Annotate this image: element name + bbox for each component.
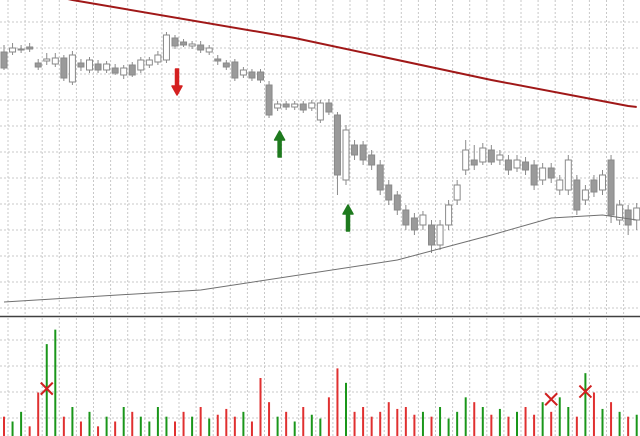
price-pane <box>0 0 640 315</box>
candle-body <box>43 58 51 62</box>
candle-body <box>222 62 230 68</box>
candle-body <box>470 159 478 166</box>
candle-body <box>308 102 316 109</box>
candle-body <box>128 64 136 76</box>
candle-body <box>145 59 153 66</box>
candle-body <box>77 62 85 68</box>
candle-body <box>462 149 470 171</box>
candle-body <box>162 34 170 61</box>
candle-body <box>325 102 333 113</box>
candle-body <box>590 179 598 193</box>
candle-body <box>479 147 487 163</box>
candle-body <box>60 57 68 79</box>
candle-body <box>368 154 376 166</box>
moving-average <box>3 214 637 303</box>
candle-body <box>573 179 581 211</box>
candle-body <box>599 174 606 191</box>
candle-body <box>402 209 410 226</box>
candle-body <box>86 59 93 71</box>
candle-body <box>26 46 34 50</box>
candle-body <box>180 41 188 46</box>
candle-body <box>496 154 504 161</box>
volume-cross <box>40 381 54 396</box>
candle-body <box>274 103 282 109</box>
candle-body <box>376 164 384 191</box>
candle-body <box>556 179 564 191</box>
candle-body <box>154 54 162 63</box>
buy-arrow <box>342 204 354 232</box>
sell-arrow <box>171 68 183 96</box>
buy-arrow <box>273 130 286 158</box>
candle-body <box>351 144 359 156</box>
candle-body <box>171 37 179 47</box>
candle-body <box>385 184 393 201</box>
candle-body <box>197 44 205 51</box>
candle-body <box>9 47 17 53</box>
candle-body <box>513 159 521 169</box>
candle-body <box>419 214 427 226</box>
candle-body <box>445 204 453 226</box>
candle-body <box>205 47 213 53</box>
candle-body <box>137 59 145 71</box>
candle-body <box>120 67 128 76</box>
candle-body <box>393 194 401 211</box>
candle-body <box>34 62 42 68</box>
candle-body <box>436 224 444 246</box>
candle-body <box>539 167 547 181</box>
candle-body <box>624 209 632 226</box>
candle-body <box>231 61 239 79</box>
candle-body <box>633 207 640 221</box>
candle-body <box>214 58 222 62</box>
candle-body <box>428 224 435 246</box>
candle-body <box>257 71 264 81</box>
candle-body <box>239 69 247 76</box>
candle-body <box>607 159 615 216</box>
candle-body <box>333 114 341 176</box>
volume-cross <box>578 384 593 399</box>
candle-body <box>103 63 111 71</box>
candle-body <box>291 103 299 108</box>
candle-body <box>0 51 8 69</box>
candle-body <box>547 167 555 179</box>
candle-body <box>410 217 418 231</box>
volume-cross <box>544 392 558 406</box>
candle-body <box>68 54 76 83</box>
volume-pane <box>0 318 640 436</box>
candle-body <box>248 71 256 79</box>
candle-body <box>530 164 538 186</box>
candle-body <box>111 67 119 74</box>
candle-body <box>342 129 350 181</box>
candle-body <box>316 102 324 121</box>
candle-body <box>188 43 196 47</box>
candle-body <box>51 57 59 65</box>
candle-body <box>453 184 461 201</box>
candle-body <box>487 149 495 163</box>
candle-body <box>564 159 572 191</box>
candle-body <box>265 84 273 116</box>
candle-body <box>616 204 624 221</box>
candle-body <box>299 103 307 111</box>
candle-body <box>17 48 25 51</box>
candle-body <box>359 144 367 161</box>
candle-body <box>504 159 512 171</box>
candle-body <box>522 161 530 171</box>
candle-body <box>94 63 102 71</box>
candle-body <box>282 103 290 108</box>
candle-body <box>581 189 589 201</box>
moving-average <box>67 0 637 108</box>
